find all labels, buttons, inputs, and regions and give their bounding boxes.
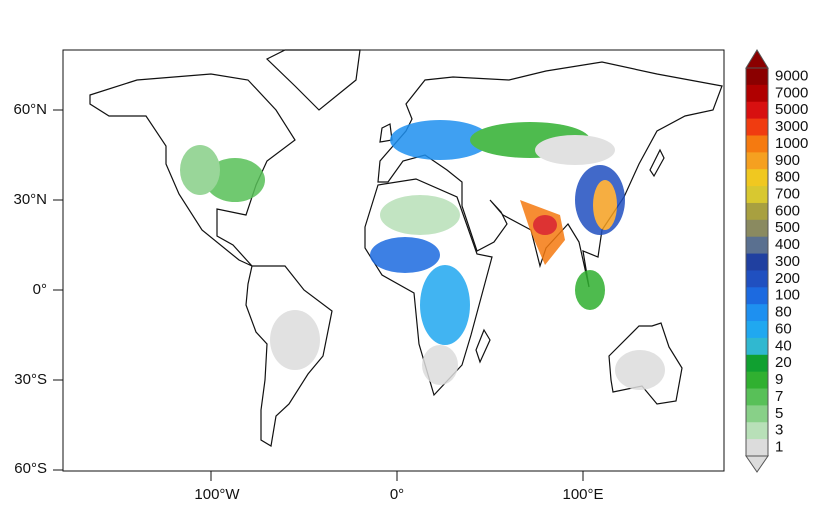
density-area (390, 120, 490, 160)
colorbar-label: 3000 (775, 118, 808, 135)
colorbar-label: 20 (775, 354, 792, 371)
colorbar-segment (746, 118, 768, 136)
colorbar-segment (746, 422, 768, 440)
ticks (53, 109, 584, 481)
density-fields (180, 120, 665, 390)
density-area (615, 350, 665, 390)
colorbar-segment (746, 388, 768, 406)
colorbar-frame (745, 67, 769, 457)
lon-label: 0° (390, 486, 404, 503)
density-area (180, 145, 220, 195)
colorbar-segment (746, 186, 768, 204)
colorbar-segment (746, 304, 768, 322)
colorbar-segment (746, 152, 768, 170)
colorbar-label: 500 (775, 219, 800, 236)
colorbar-label: 9000 (775, 67, 808, 84)
colorbar-label: 1 (775, 439, 783, 456)
lat-label: 60°S (14, 460, 47, 477)
colorbar-segment (746, 169, 768, 187)
density-area (370, 237, 440, 273)
colorbar-segment (746, 202, 768, 221)
colorbar-segment (746, 321, 768, 339)
lat-label: 30°S (14, 371, 47, 388)
density-area (270, 310, 320, 370)
colorbar-label: 100 (775, 287, 800, 304)
colorbar-segment (746, 405, 768, 423)
colorbar: 9000700050003000100090080070060050040030… (745, 49, 808, 473)
colorbar-segment (746, 287, 768, 305)
colorbar-label: 3 (775, 422, 783, 439)
colorbar-segment (746, 371, 768, 390)
density-area (593, 180, 617, 230)
colorbar-label: 5 (775, 405, 783, 422)
colorbar-label: 300 (775, 253, 800, 270)
colorbar-segment (746, 439, 768, 457)
colorbar-segment (746, 337, 768, 356)
colorbar-label: 800 (775, 169, 800, 186)
colorbar-label: 60 (775, 320, 792, 337)
density-area (422, 345, 458, 385)
density-area (535, 135, 615, 165)
colorbar-label: 900 (775, 152, 800, 169)
japan (649, 148, 665, 178)
colorbar-label: 1000 (775, 135, 808, 152)
colorbar-label: 600 (775, 202, 800, 219)
colorbar-label: 40 (775, 337, 792, 354)
colorbar-label: 700 (775, 185, 800, 202)
density-area (420, 265, 470, 345)
colorbar-segment (746, 68, 768, 86)
colorbar-segment (746, 135, 768, 153)
lat-label: 0° (33, 281, 47, 298)
density-area (205, 158, 265, 202)
density-area (575, 270, 605, 310)
lon-label: 100°W (194, 486, 240, 503)
colorbar-label: 7000 (775, 84, 808, 101)
colorbar-segment (746, 253, 768, 271)
colorbar-segment (746, 219, 768, 238)
colorbar-label: 200 (775, 270, 800, 287)
madagascar (475, 328, 491, 364)
lat-label: 60°N (13, 101, 47, 118)
colorbar-label: 400 (775, 236, 800, 253)
colorbar-segment (746, 84, 768, 103)
lat-label: 30°N (13, 191, 47, 208)
density-area (533, 215, 557, 235)
lon-label: 100°E (562, 486, 603, 503)
colorbar-segment (746, 354, 768, 373)
density-area (380, 195, 460, 235)
colorbar-segment (746, 236, 768, 255)
colorbar-segment (746, 270, 768, 288)
colorbar-label: 80 (775, 304, 792, 321)
colorbar-segment (746, 101, 768, 120)
greenland (265, 49, 361, 111)
map-frame (62, 49, 725, 472)
colorbar-label: 5000 (775, 101, 808, 118)
eurasia (377, 61, 723, 288)
colorbar-label: 7 (775, 388, 783, 405)
colorbar-label: 9 (775, 371, 783, 388)
